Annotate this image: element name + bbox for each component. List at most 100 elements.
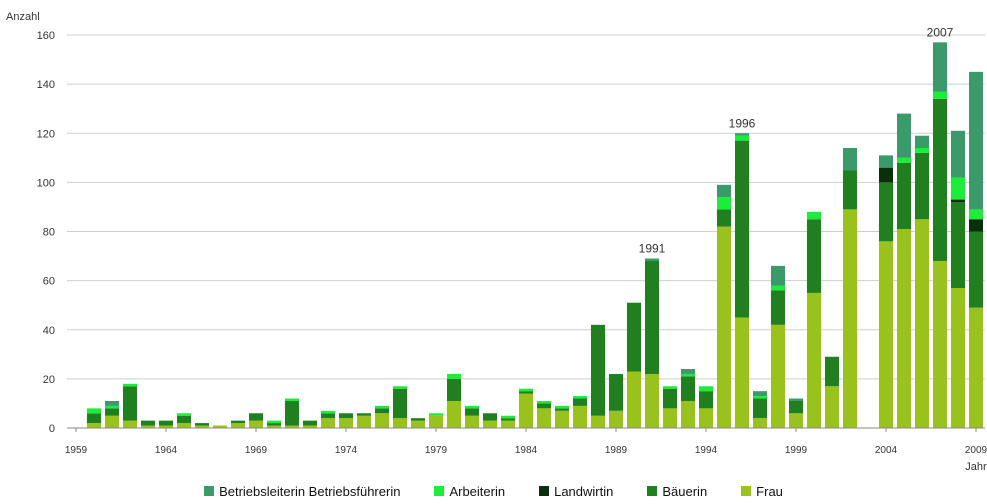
- bar-segment: [716, 226, 732, 428]
- bar-segment: [266, 425, 282, 428]
- bar-segment: [338, 413, 354, 419]
- bar-segment: [86, 413, 102, 424]
- y-tick-label: 0: [49, 423, 55, 435]
- bar-segment: [536, 400, 552, 404]
- bar-segment: [590, 415, 606, 428]
- y-axis-label: Anzahl: [6, 11, 40, 23]
- bar-segment: [896, 113, 912, 158]
- bar-segment: [878, 241, 894, 428]
- bar-segment: [770, 285, 786, 291]
- bar-segment: [194, 423, 210, 426]
- bar-segment: [140, 420, 156, 426]
- legend: Betriebsleiterin Betriebsführerin Arbeite…: [0, 480, 987, 502]
- bar-segment: [500, 418, 516, 421]
- bar-segment: [356, 413, 372, 416]
- bar-segment: [338, 418, 354, 428]
- bar-segment: [446, 378, 462, 401]
- bar-segment: [932, 42, 948, 92]
- bar-segment: [968, 71, 984, 210]
- bar-segment: [590, 324, 606, 416]
- bar-segment: [122, 420, 138, 428]
- bar-segment: [554, 410, 570, 428]
- bar-segment: [176, 423, 192, 428]
- bar-segment: [878, 167, 894, 183]
- bar-segment: [284, 425, 300, 428]
- bar-segment: [806, 219, 822, 293]
- bar-segment: [824, 386, 840, 428]
- bar-segment: [824, 356, 840, 387]
- bar-segment: [626, 302, 642, 372]
- bar-segment: [716, 184, 732, 198]
- bar-segment: [104, 405, 120, 409]
- bar-segment: [734, 317, 750, 428]
- bar-segment: [446, 400, 462, 428]
- x-tick-label: 1964: [155, 445, 178, 456]
- y-tick-labels: 0 20 40 60 80 100 120 140 160: [37, 30, 55, 435]
- bar-segment: [752, 398, 768, 419]
- bar-segment: [734, 135, 750, 141]
- bar-segment: [752, 418, 768, 428]
- bar-segment: [950, 287, 966, 428]
- bar-segment: [914, 135, 930, 148]
- bar-segment: [86, 423, 102, 428]
- bar-segment: [968, 219, 984, 232]
- bar-segment: [176, 415, 192, 424]
- bar-segment: [644, 260, 660, 374]
- bar-segment: [320, 410, 336, 414]
- bar-segment: [392, 388, 408, 419]
- bar-segment: [482, 420, 498, 428]
- x-axis-label: Jahr: [965, 461, 987, 473]
- bar-segment: [410, 420, 426, 428]
- bar-segment: [536, 403, 552, 409]
- bar-segment: [914, 147, 930, 153]
- bar-segment: [356, 415, 372, 428]
- bar-segment: [212, 425, 228, 428]
- bar-segment: [932, 98, 948, 261]
- bar-segment: [230, 423, 246, 428]
- bar-segment: [428, 415, 444, 428]
- x-tick-label: 1979: [425, 445, 448, 456]
- x-tick-label: 1994: [695, 445, 718, 456]
- bar-segment: [680, 400, 696, 428]
- bar-segment: [230, 420, 246, 424]
- bar-segment: [842, 170, 858, 210]
- annotation-label: 1991: [639, 242, 666, 256]
- legend-label: Landwirtin: [554, 483, 614, 499]
- bar-segment: [806, 211, 822, 220]
- bar-segment: [158, 420, 174, 426]
- bar-segment: [680, 376, 696, 401]
- bar-segment: [788, 398, 804, 401]
- bar-segment: [266, 423, 282, 426]
- x-tick-label: 2004: [875, 445, 898, 456]
- legend-swatch: [647, 486, 658, 496]
- bars: [86, 42, 984, 428]
- bar-segment: [482, 413, 498, 421]
- bar-segment: [662, 408, 678, 428]
- annotation-label: 2007: [927, 25, 954, 39]
- x-tick-label: 1969: [245, 445, 268, 456]
- bar-segment: [572, 405, 588, 428]
- bar-segment: [752, 396, 768, 399]
- bar-segment: [770, 290, 786, 325]
- bar-segment: [950, 130, 966, 178]
- bar-segment: [950, 202, 966, 288]
- annotations: 1991 1996 2007: [639, 25, 954, 255]
- bar-segment: [950, 199, 966, 203]
- bar-segment: [446, 373, 462, 379]
- bar-segment: [968, 209, 984, 220]
- x-tick-label: 1959: [65, 445, 88, 456]
- bar-segment: [698, 391, 714, 409]
- bar-segment: [410, 418, 426, 421]
- bar-segment: [734, 133, 750, 136]
- bar-segment: [680, 373, 696, 377]
- bar-segment: [914, 152, 930, 220]
- bar-segment: [896, 229, 912, 428]
- bar-segment: [626, 371, 642, 428]
- bar-segment: [554, 405, 570, 409]
- bar-segment: [500, 420, 516, 428]
- bar-segment: [320, 413, 336, 419]
- bar-segment: [518, 393, 534, 428]
- bar-segment: [176, 413, 192, 416]
- legend-item: Betriebsleiterin Betriebsführerin: [204, 484, 400, 499]
